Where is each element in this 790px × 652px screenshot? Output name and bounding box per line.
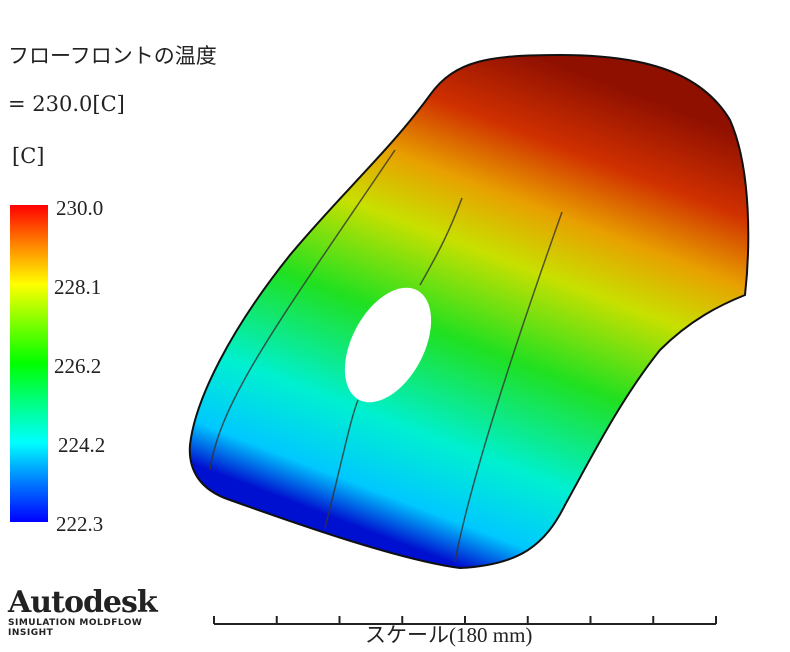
logo-product-line1: SIMULATION MOLDFLOW <box>8 618 143 628</box>
autodesk-logo: Autodesk SIMULATION MOLDFLOW INSIGHT <box>8 585 158 639</box>
legend-label: 224.2 <box>58 433 106 457</box>
legend-max-label: 230.0 <box>56 196 104 220</box>
logo-product-line2: INSIGHT <box>8 628 54 638</box>
scale-label: スケール(180 mm) <box>365 623 533 647</box>
rib-line <box>419 197 463 286</box>
logo-brand: Autodesk <box>8 585 158 620</box>
part-surface <box>188 53 750 570</box>
legend-label: 228.1 <box>54 275 102 299</box>
unit-label: [C] <box>12 144 45 168</box>
rib-line <box>209 149 396 471</box>
rib-line <box>324 399 359 529</box>
result-value: = 230.0[C] <box>8 92 125 116</box>
legend-min-label: 222.3 <box>56 512 104 536</box>
legend-label: 226.2 <box>54 354 102 378</box>
color-legend-bar <box>10 205 48 522</box>
result-title: フローフロントの温度 <box>8 44 217 68</box>
scale-bar <box>213 616 717 625</box>
rib-line <box>454 211 563 563</box>
